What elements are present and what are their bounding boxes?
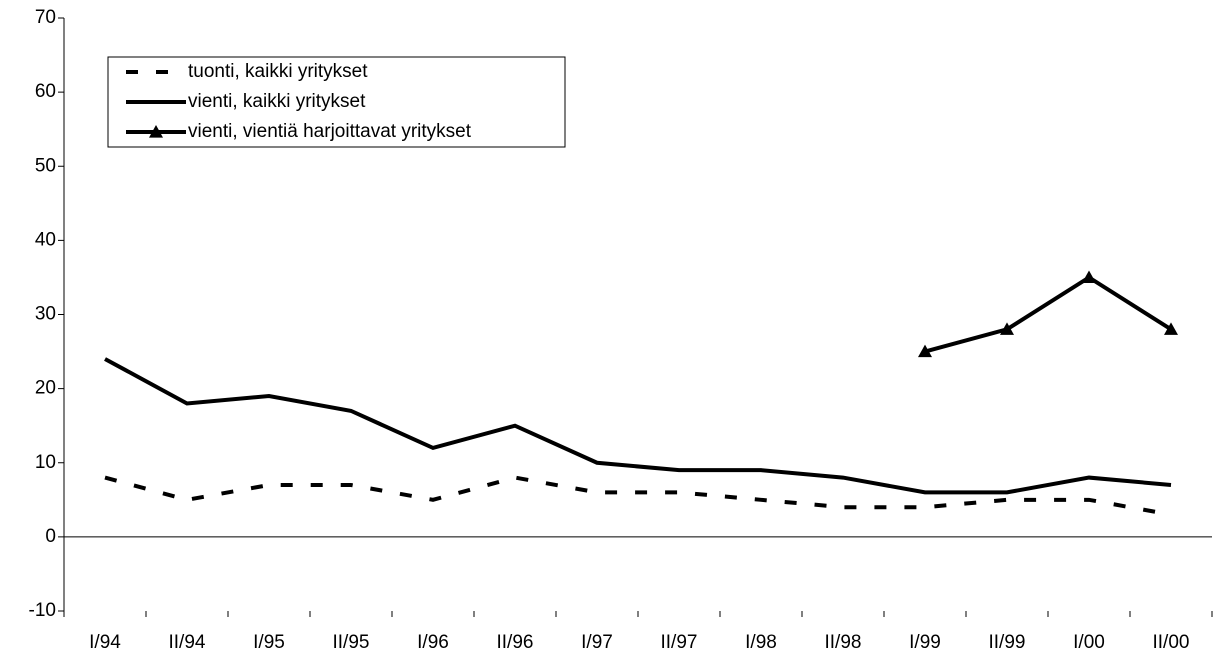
marker <box>918 344 932 358</box>
x-tick-label: II/97 <box>661 632 698 653</box>
series-line <box>104 357 1172 495</box>
x-tick-label: II/99 <box>989 632 1026 653</box>
y-tick-label: -10 <box>29 600 56 621</box>
y-tick-label: 10 <box>35 452 56 473</box>
x-tick-label: II/94 <box>169 632 206 653</box>
x-tick-label: II/95 <box>333 632 370 653</box>
x-tick-label: II/00 <box>1153 632 1190 653</box>
legend-marker <box>149 125 163 138</box>
marker <box>1164 322 1178 335</box>
x-tick-label: I/95 <box>253 632 285 653</box>
x-tick-label: II/96 <box>497 632 534 653</box>
x-tick-label: I/96 <box>417 632 449 653</box>
legend-label: tuonti, kaikki yritykset <box>188 61 368 82</box>
y-tick-label: 60 <box>35 81 56 102</box>
y-tick-label: 30 <box>35 304 56 325</box>
legend-label: vienti, vientiä harjoittavat yritykset <box>188 121 472 142</box>
y-tick-label: 0 <box>45 526 56 547</box>
series-line <box>104 475 1172 517</box>
y-tick-label: 70 <box>35 7 56 28</box>
x-tick-label: I/99 <box>909 632 941 653</box>
x-tick-label: I/97 <box>581 632 613 653</box>
x-tick-label: I/00 <box>1073 632 1105 653</box>
y-tick-label: 50 <box>35 155 56 176</box>
y-tick-label: 20 <box>35 378 56 399</box>
marker <box>1000 322 1014 335</box>
x-tick-label: I/94 <box>89 632 121 653</box>
legend-label: vienti, kaikki yritykset <box>188 91 366 112</box>
x-tick-label: I/98 <box>745 632 777 653</box>
x-tick-label: II/98 <box>825 632 862 653</box>
marker <box>1082 270 1096 284</box>
series-line <box>924 275 1173 354</box>
y-tick-label: 40 <box>35 229 56 250</box>
